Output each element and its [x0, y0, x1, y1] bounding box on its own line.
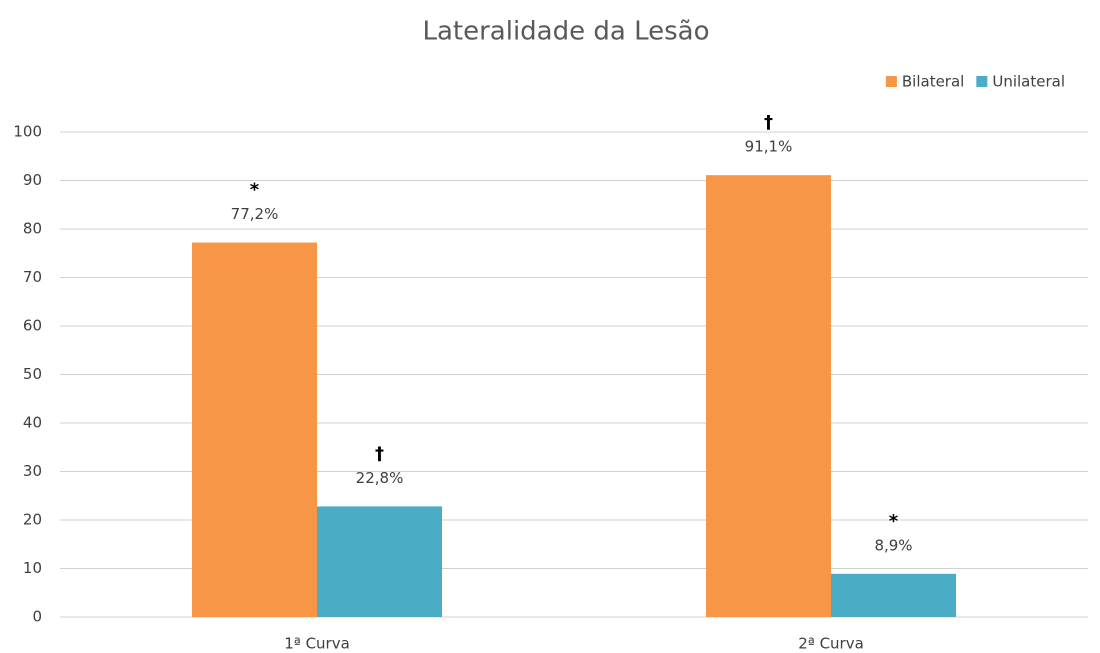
- y-tick-label: 60: [23, 317, 42, 335]
- bar: [192, 242, 317, 617]
- y-tick-label: 0: [32, 608, 42, 626]
- legend-swatch: [976, 76, 988, 87]
- y-tick-label: 20: [23, 511, 42, 529]
- legend-label: Bilateral: [902, 73, 964, 91]
- annotation: *: [889, 511, 899, 532]
- y-tick-label: 100: [13, 123, 42, 141]
- y-tick-label: 70: [23, 268, 42, 286]
- value-label: 8,9%: [874, 536, 912, 554]
- value-label: 77,2%: [231, 205, 279, 223]
- y-tick-label: 40: [23, 414, 42, 432]
- y-tick-label: 50: [23, 365, 42, 383]
- y-tick-label: 10: [23, 559, 42, 577]
- annotation: *: [250, 180, 260, 201]
- bar: [706, 175, 831, 618]
- y-tick-label: 90: [23, 171, 42, 189]
- value-label: 22,8%: [356, 469, 404, 487]
- annotation: †: [375, 443, 384, 464]
- x-tick-label: 1ª Curva: [284, 635, 350, 653]
- bar: [831, 573, 956, 617]
- y-tick-label: 80: [23, 220, 42, 238]
- legend-label: Unilateral: [992, 73, 1065, 91]
- chart-title: Lateralidade da Lesão: [423, 17, 710, 47]
- x-tick-label: 2ª Curva: [798, 635, 864, 653]
- y-tick-label: 30: [23, 462, 42, 480]
- value-label: 91,1%: [745, 138, 793, 156]
- bar: [317, 506, 442, 617]
- annotation: †: [764, 112, 773, 133]
- legend-swatch: [885, 76, 897, 87]
